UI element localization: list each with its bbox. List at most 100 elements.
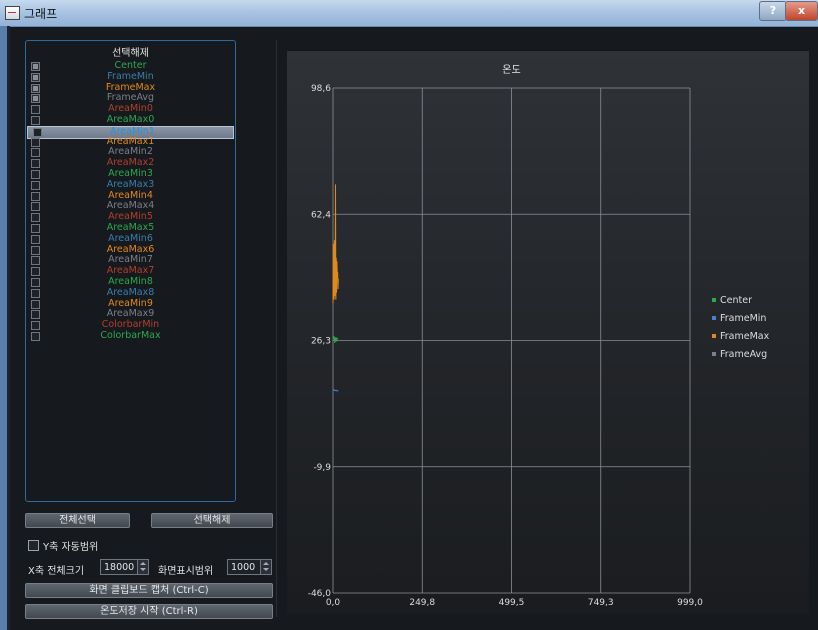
series-label: AreaMin7 [108, 254, 153, 266]
series-checkbox[interactable] [31, 180, 40, 190]
series-checkbox[interactable] [31, 72, 40, 82]
window-title: 그래프 [24, 7, 58, 21]
list-item[interactable]: AreaMin2 [26, 147, 235, 158]
help-button[interactable]: ? [759, 1, 787, 21]
series-label: AreaMax0 [106, 114, 155, 125]
legend-swatch [712, 334, 716, 338]
splitter[interactable] [276, 40, 277, 617]
series-label: AreaMin5 [108, 211, 153, 223]
series-line [332, 389, 339, 392]
legend-swatch [712, 298, 716, 302]
display-range-input[interactable] [228, 560, 264, 574]
y-tick-label: -46,0 [308, 589, 332, 599]
list-item[interactable]: ColorbarMin [26, 319, 235, 331]
series-checkbox[interactable] [31, 213, 40, 223]
list-item[interactable]: AreaMax8 [26, 286, 235, 299]
y-tick-label: -9,9 [313, 463, 331, 473]
series-checkbox[interactable] [31, 288, 40, 298]
title-bar: 그래프 ? x [0, 0, 818, 27]
deselect-all-button[interactable]: 선택해제 [151, 513, 273, 528]
x-tick-label: 999,0 [677, 598, 703, 608]
series-checkbox[interactable] [31, 202, 40, 212]
start-save-button[interactable]: 온도저장 시작 (Ctrl-R) [25, 604, 273, 619]
x-total-spinbox[interactable] [100, 559, 149, 575]
legend-swatch [712, 316, 716, 320]
series-checkbox[interactable] [31, 310, 40, 320]
series-checkbox[interactable] [31, 321, 40, 331]
close-button[interactable]: x [785, 1, 818, 21]
select-all-button[interactable]: 전체선택 [25, 513, 130, 528]
series-label: AreaMax6 [106, 243, 155, 255]
series-checkbox[interactable] [31, 299, 40, 309]
list-item[interactable]: AreaMax6 [26, 243, 235, 256]
list-item[interactable]: AreaMax7 [26, 265, 235, 277]
clipboard-capture-button[interactable]: 화면 클립보드 캡처 (Ctrl-C) [25, 583, 273, 598]
list-item[interactable]: AreaMin5 [26, 211, 235, 223]
series-label: FrameMin [107, 70, 154, 82]
x-total-input[interactable] [101, 560, 141, 574]
series-label: FrameAvg [106, 92, 155, 104]
display-range-label: 화면표시범위 [158, 566, 214, 577]
list-item[interactable]: AreaMax2 [26, 157, 235, 169]
legend-label: FrameAvg [720, 349, 767, 360]
display-range-spin-arrows[interactable] [260, 560, 271, 574]
y-auto-range-checkbox[interactable] [28, 540, 39, 551]
series-checkbox[interactable] [31, 332, 40, 341]
series-checkbox[interactable] [31, 62, 40, 71]
series-label: AreaMin8 [108, 276, 153, 287]
list-item[interactable]: Center [26, 60, 235, 72]
series-label: AreaMax8 [106, 286, 155, 298]
series-checkbox[interactable] [31, 278, 40, 287]
list-item[interactable]: AreaMin3 [26, 168, 235, 180]
list-item[interactable]: AreaMin8 [26, 276, 235, 288]
series-checkbox[interactable] [31, 105, 40, 115]
list-item[interactable]: ColorbarMax [26, 330, 235, 342]
series-label: AreaMax9 [106, 308, 155, 320]
y-auto-range-toggle[interactable]: Y축 자동범위 [28, 538, 98, 553]
x-total-spin-arrows[interactable] [137, 560, 148, 574]
series-checkbox[interactable] [31, 94, 40, 104]
series-list[interactable]: 선택해제 Center FrameMin FrameMax FrameAvg AreaM… [25, 40, 236, 502]
list-item[interactable]: AreaMax4 [26, 201, 235, 212]
series-label: AreaMin6 [108, 232, 153, 244]
series-checkbox[interactable] [31, 256, 40, 266]
list-item[interactable]: FrameMax [26, 82, 235, 94]
list-item[interactable]: AreaMax3 [26, 179, 235, 191]
list-item[interactable]: AreaMin7 [26, 255, 235, 266]
list-item[interactable]: AreaMax5 [26, 222, 235, 234]
list-item[interactable]: AreaMin4 [26, 189, 235, 202]
list-item[interactable]: AreaMax0 [26, 114, 235, 126]
series-label: AreaMin4 [108, 189, 153, 201]
list-header[interactable]: 선택해제 [112, 48, 149, 59]
list-item[interactable]: AreaMin9 [26, 297, 235, 310]
series-label: AreaMin9 [108, 297, 153, 309]
series-checkbox[interactable] [31, 159, 40, 169]
legend-label: FrameMax [720, 331, 770, 342]
series-checkbox[interactable] [31, 170, 40, 179]
list-item[interactable]: AreaMin6 [26, 232, 235, 245]
series-checkbox[interactable] [31, 191, 40, 201]
y-tick-label: 26,3 [311, 337, 331, 347]
y-tick-label: 62,4 [311, 210, 331, 220]
list-item[interactable]: AreaMax9 [26, 309, 235, 320]
series-checkbox[interactable] [31, 267, 40, 277]
display-range-spinbox[interactable] [227, 559, 272, 575]
series-checkbox[interactable] [31, 116, 40, 125]
series-checkbox[interactable] [31, 234, 40, 244]
list-item[interactable]: FrameMin [26, 70, 235, 83]
list-item[interactable]: AreaMin1 [27, 125, 234, 139]
series-checkbox[interactable] [31, 137, 40, 147]
list-item[interactable]: AreaMin0 [26, 103, 235, 115]
x-tick-label: 249,8 [409, 598, 435, 608]
series-checkbox[interactable] [33, 127, 42, 137]
series-checkbox[interactable] [31, 245, 40, 255]
series-line [332, 184, 339, 304]
series-checkbox[interactable] [31, 224, 40, 233]
series-label: AreaMax4 [106, 200, 155, 212]
series-checkbox[interactable] [31, 148, 40, 158]
list-item[interactable]: FrameAvg [26, 93, 235, 104]
y-tick-label: 98,6 [311, 84, 331, 94]
series-checkbox[interactable] [31, 83, 40, 93]
list-item[interactable]: AreaMax1 [26, 136, 235, 148]
x-tick-label: 499,5 [499, 598, 525, 608]
